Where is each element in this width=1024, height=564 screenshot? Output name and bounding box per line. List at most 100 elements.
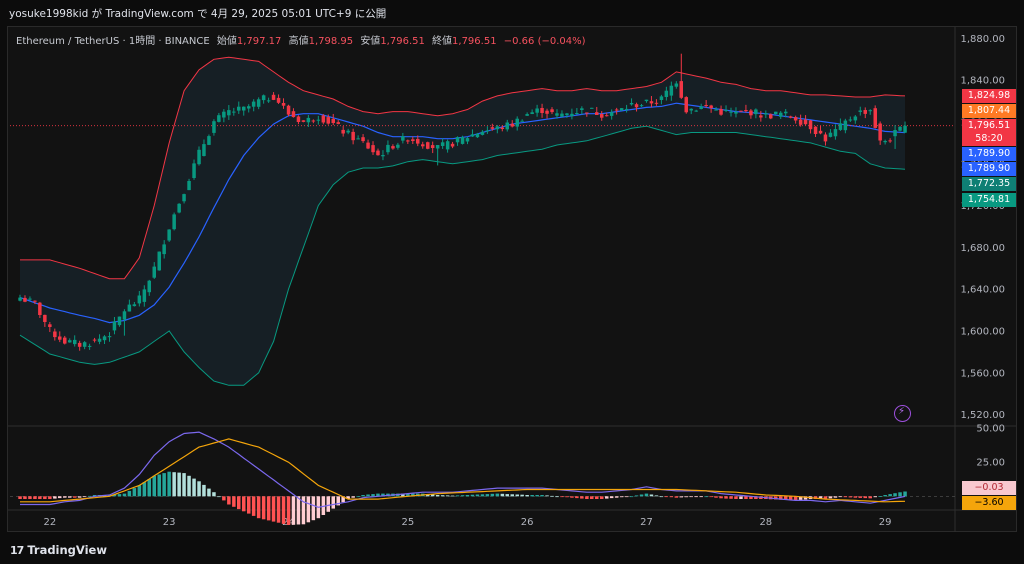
candle-body: [212, 121, 216, 133]
macd-histogram-bar: [774, 496, 778, 500]
macd-histogram-bar: [207, 488, 211, 497]
candle-body: [495, 126, 500, 130]
macd-histogram-bar: [858, 496, 862, 498]
candle-body: [679, 81, 683, 98]
candle-body: [550, 109, 554, 113]
macd-histogram-bar: [724, 496, 728, 499]
candle-body: [187, 181, 191, 191]
macd-histogram-bar: [28, 496, 32, 499]
candle-body: [560, 113, 564, 117]
macd-histogram-bar: [227, 496, 231, 505]
macd-histogram-bar: [87, 495, 92, 497]
candle-body: [23, 297, 27, 302]
candle-body: [694, 110, 698, 112]
candle-body: [276, 97, 281, 103]
candle-body: [376, 150, 380, 156]
candle-body: [117, 316, 122, 326]
candle-body: [858, 110, 862, 112]
candle-body: [704, 105, 708, 106]
macd-histogram-bar: [266, 496, 271, 521]
bollinger-upper-line: [20, 56, 906, 280]
macd-histogram-bar: [68, 496, 72, 498]
candle-body: [808, 120, 813, 130]
tag-bb-lower2: 1,772.35: [962, 177, 1016, 191]
macd-histogram-bar: [192, 478, 196, 497]
macd-histogram-bar: [351, 496, 355, 498]
macd-histogram-bar: [704, 496, 708, 498]
macd-histogram-bar: [619, 496, 624, 498]
candle-body: [883, 141, 887, 143]
macd-histogram-bar: [361, 495, 365, 497]
macd-histogram-bar: [430, 494, 435, 497]
macd-histogram-bar: [306, 496, 311, 523]
candle-body: [341, 129, 345, 134]
macd-histogram-bar: [614, 496, 619, 498]
candle-body: [311, 120, 316, 122]
macd-histogram-bar: [823, 496, 828, 499]
candle-body: [68, 340, 72, 343]
candle-body: [863, 110, 867, 114]
candle-body: [152, 266, 156, 278]
macd-histogram-bar: [515, 494, 519, 497]
macd-histogram-bar: [664, 496, 669, 498]
macd-histogram-bar: [669, 496, 674, 498]
candle-body: [53, 331, 57, 338]
candle-body: [729, 111, 733, 113]
macd-line: [20, 431, 906, 508]
macd-histogram-bar: [525, 495, 529, 497]
macd-histogram-bar: [53, 496, 57, 499]
macd-histogram-bar: [232, 496, 236, 507]
flash-icon[interactable]: ⚡: [894, 405, 911, 422]
candle-body: [366, 142, 370, 149]
macd-histogram-bar: [147, 479, 151, 497]
macd-histogram-bar: [510, 494, 514, 497]
macd-histogram-bar: [142, 482, 147, 497]
macd-histogram-bar: [560, 496, 564, 498]
macd-histogram-bar: [699, 496, 703, 498]
candle-body: [18, 297, 22, 301]
candle-body: [833, 129, 838, 137]
macd-histogram-bar: [450, 495, 455, 497]
candle-body: [77, 342, 82, 347]
tradingview-logo[interactable]: 17 TradingView: [10, 543, 107, 557]
candle-body: [525, 114, 529, 116]
candle-body: [585, 112, 589, 114]
candle-body: [649, 101, 654, 104]
candle-body: [112, 321, 117, 331]
macd-histogram-bar: [580, 496, 584, 499]
macd-histogram-bar: [475, 494, 480, 497]
macd-histogram-bar: [505, 494, 509, 497]
candle-body: [624, 108, 629, 110]
candle-body: [107, 336, 112, 338]
macd-histogram-bar: [674, 496, 679, 498]
candle-body: [237, 106, 241, 111]
candle-body: [475, 133, 480, 138]
candle-body: [555, 113, 559, 116]
candle-body: [898, 126, 902, 131]
macd-histogram-bar: [286, 496, 291, 525]
macd-histogram-bar: [401, 493, 405, 497]
candle-body: [28, 298, 32, 300]
macd-y-tick-label: 50.00: [976, 424, 1005, 435]
macd-histogram-bar: [634, 495, 639, 497]
candle-body: [878, 123, 882, 141]
candle-body: [445, 141, 450, 150]
candle-body: [361, 137, 365, 142]
candle-body: [669, 85, 674, 96]
candle-body: [102, 336, 107, 341]
candle-body: [843, 120, 848, 131]
candle-body: [530, 112, 534, 114]
macd-histogram-bar: [346, 496, 350, 499]
candle-body: [142, 289, 147, 302]
candle-body: [490, 127, 495, 129]
chart-panel[interactable]: [7, 26, 1017, 532]
candle-body: [873, 108, 877, 128]
macd-histogram-bar: [202, 484, 206, 497]
macd-histogram-bar: [838, 496, 843, 498]
x-tick-label: 27: [640, 517, 653, 528]
candle-body: [371, 145, 375, 153]
macd-histogram-bar: [117, 494, 122, 497]
macd-y-tick-label: 25.00: [976, 458, 1005, 469]
candle-body: [744, 110, 748, 112]
